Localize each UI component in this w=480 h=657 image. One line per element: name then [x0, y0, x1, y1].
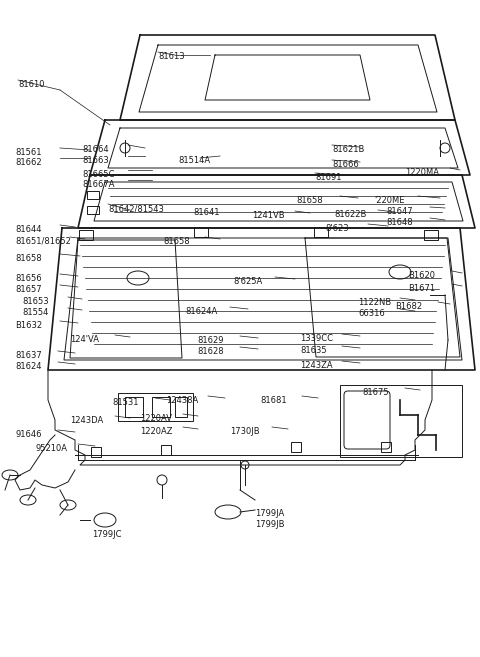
- Text: 81613: 81613: [158, 52, 185, 61]
- Text: 1220AZ: 1220AZ: [140, 427, 172, 436]
- Text: 1799JA: 1799JA: [255, 509, 284, 518]
- Text: 1243ZA: 1243ZA: [300, 361, 333, 370]
- Text: 81531: 81531: [112, 398, 139, 407]
- Text: 1243DA: 1243DA: [70, 416, 103, 425]
- Text: 1220AV: 1220AV: [140, 414, 172, 423]
- Text: 81665C: 81665C: [82, 170, 115, 179]
- Text: 81610: 81610: [18, 80, 45, 89]
- Bar: [118, 393, 193, 421]
- Text: '220ME: '220ME: [374, 196, 405, 205]
- Text: 81663: 81663: [82, 156, 109, 165]
- Text: 81647: 81647: [386, 207, 413, 216]
- Text: 81657: 81657: [15, 285, 42, 294]
- Bar: [424, 230, 438, 240]
- Bar: [125, 397, 143, 417]
- Text: 1799JC: 1799JC: [92, 530, 121, 539]
- Bar: [161, 445, 171, 455]
- Text: 95210A: 95210A: [35, 444, 67, 453]
- Text: 81667A: 81667A: [82, 180, 115, 189]
- Bar: [152, 397, 170, 417]
- Text: 124'VA: 124'VA: [70, 335, 99, 344]
- Text: B1632: B1632: [15, 321, 42, 330]
- Bar: [340, 385, 462, 457]
- Text: 1799JB: 1799JB: [255, 520, 285, 529]
- Text: 1730JB: 1730JB: [230, 427, 260, 436]
- Text: 8'623: 8'623: [325, 224, 348, 233]
- Bar: [291, 442, 301, 452]
- Bar: [194, 227, 208, 237]
- Text: 81653: 81653: [22, 297, 48, 306]
- Text: 81662: 81662: [15, 158, 42, 167]
- Text: 1220MA: 1220MA: [405, 168, 439, 177]
- Bar: [175, 397, 187, 417]
- Text: 12438A: 12438A: [166, 396, 198, 405]
- Text: 81514A: 81514A: [178, 156, 210, 165]
- Bar: [87, 191, 99, 199]
- Bar: [87, 206, 99, 214]
- Text: 81635: 81635: [300, 346, 326, 355]
- Text: 81624A: 81624A: [185, 307, 217, 316]
- Text: 81691: 81691: [315, 173, 341, 182]
- Text: 81666: 81666: [332, 160, 359, 169]
- Bar: [91, 447, 101, 457]
- Text: 1241VB: 1241VB: [252, 211, 285, 220]
- Text: 1339CC: 1339CC: [300, 334, 333, 343]
- Text: 81651/81652: 81651/81652: [15, 237, 71, 246]
- Text: 81658: 81658: [163, 237, 190, 246]
- Text: B1620: B1620: [408, 271, 435, 280]
- Text: 81622B: 81622B: [334, 210, 366, 219]
- Text: 91646: 91646: [15, 430, 41, 439]
- Text: 81656: 81656: [15, 274, 42, 283]
- Text: 1122NB: 1122NB: [358, 298, 391, 307]
- Text: 81629: 81629: [197, 336, 224, 345]
- Text: 81628: 81628: [197, 347, 224, 356]
- Text: 81624: 81624: [15, 362, 41, 371]
- Text: 81664: 81664: [82, 145, 108, 154]
- Bar: [79, 230, 93, 240]
- Text: 81637: 81637: [15, 351, 42, 360]
- Text: 81675: 81675: [362, 388, 389, 397]
- Text: 81621B: 81621B: [332, 145, 364, 154]
- Text: 81641: 81641: [193, 208, 219, 217]
- Bar: [381, 442, 391, 452]
- Bar: [314, 227, 328, 237]
- Text: 81561: 81561: [15, 148, 41, 157]
- Text: 8'625A: 8'625A: [233, 277, 262, 286]
- Text: 81644: 81644: [15, 225, 41, 234]
- Text: 81658: 81658: [296, 196, 323, 205]
- Text: 81681: 81681: [260, 396, 287, 405]
- Text: 81648: 81648: [386, 218, 413, 227]
- Text: B1682: B1682: [395, 302, 422, 311]
- Text: 81554: 81554: [22, 308, 48, 317]
- Text: 81642/81543: 81642/81543: [108, 204, 164, 213]
- Text: B1671: B1671: [408, 284, 435, 293]
- Text: 81658: 81658: [15, 254, 42, 263]
- Text: 66316: 66316: [358, 309, 385, 318]
